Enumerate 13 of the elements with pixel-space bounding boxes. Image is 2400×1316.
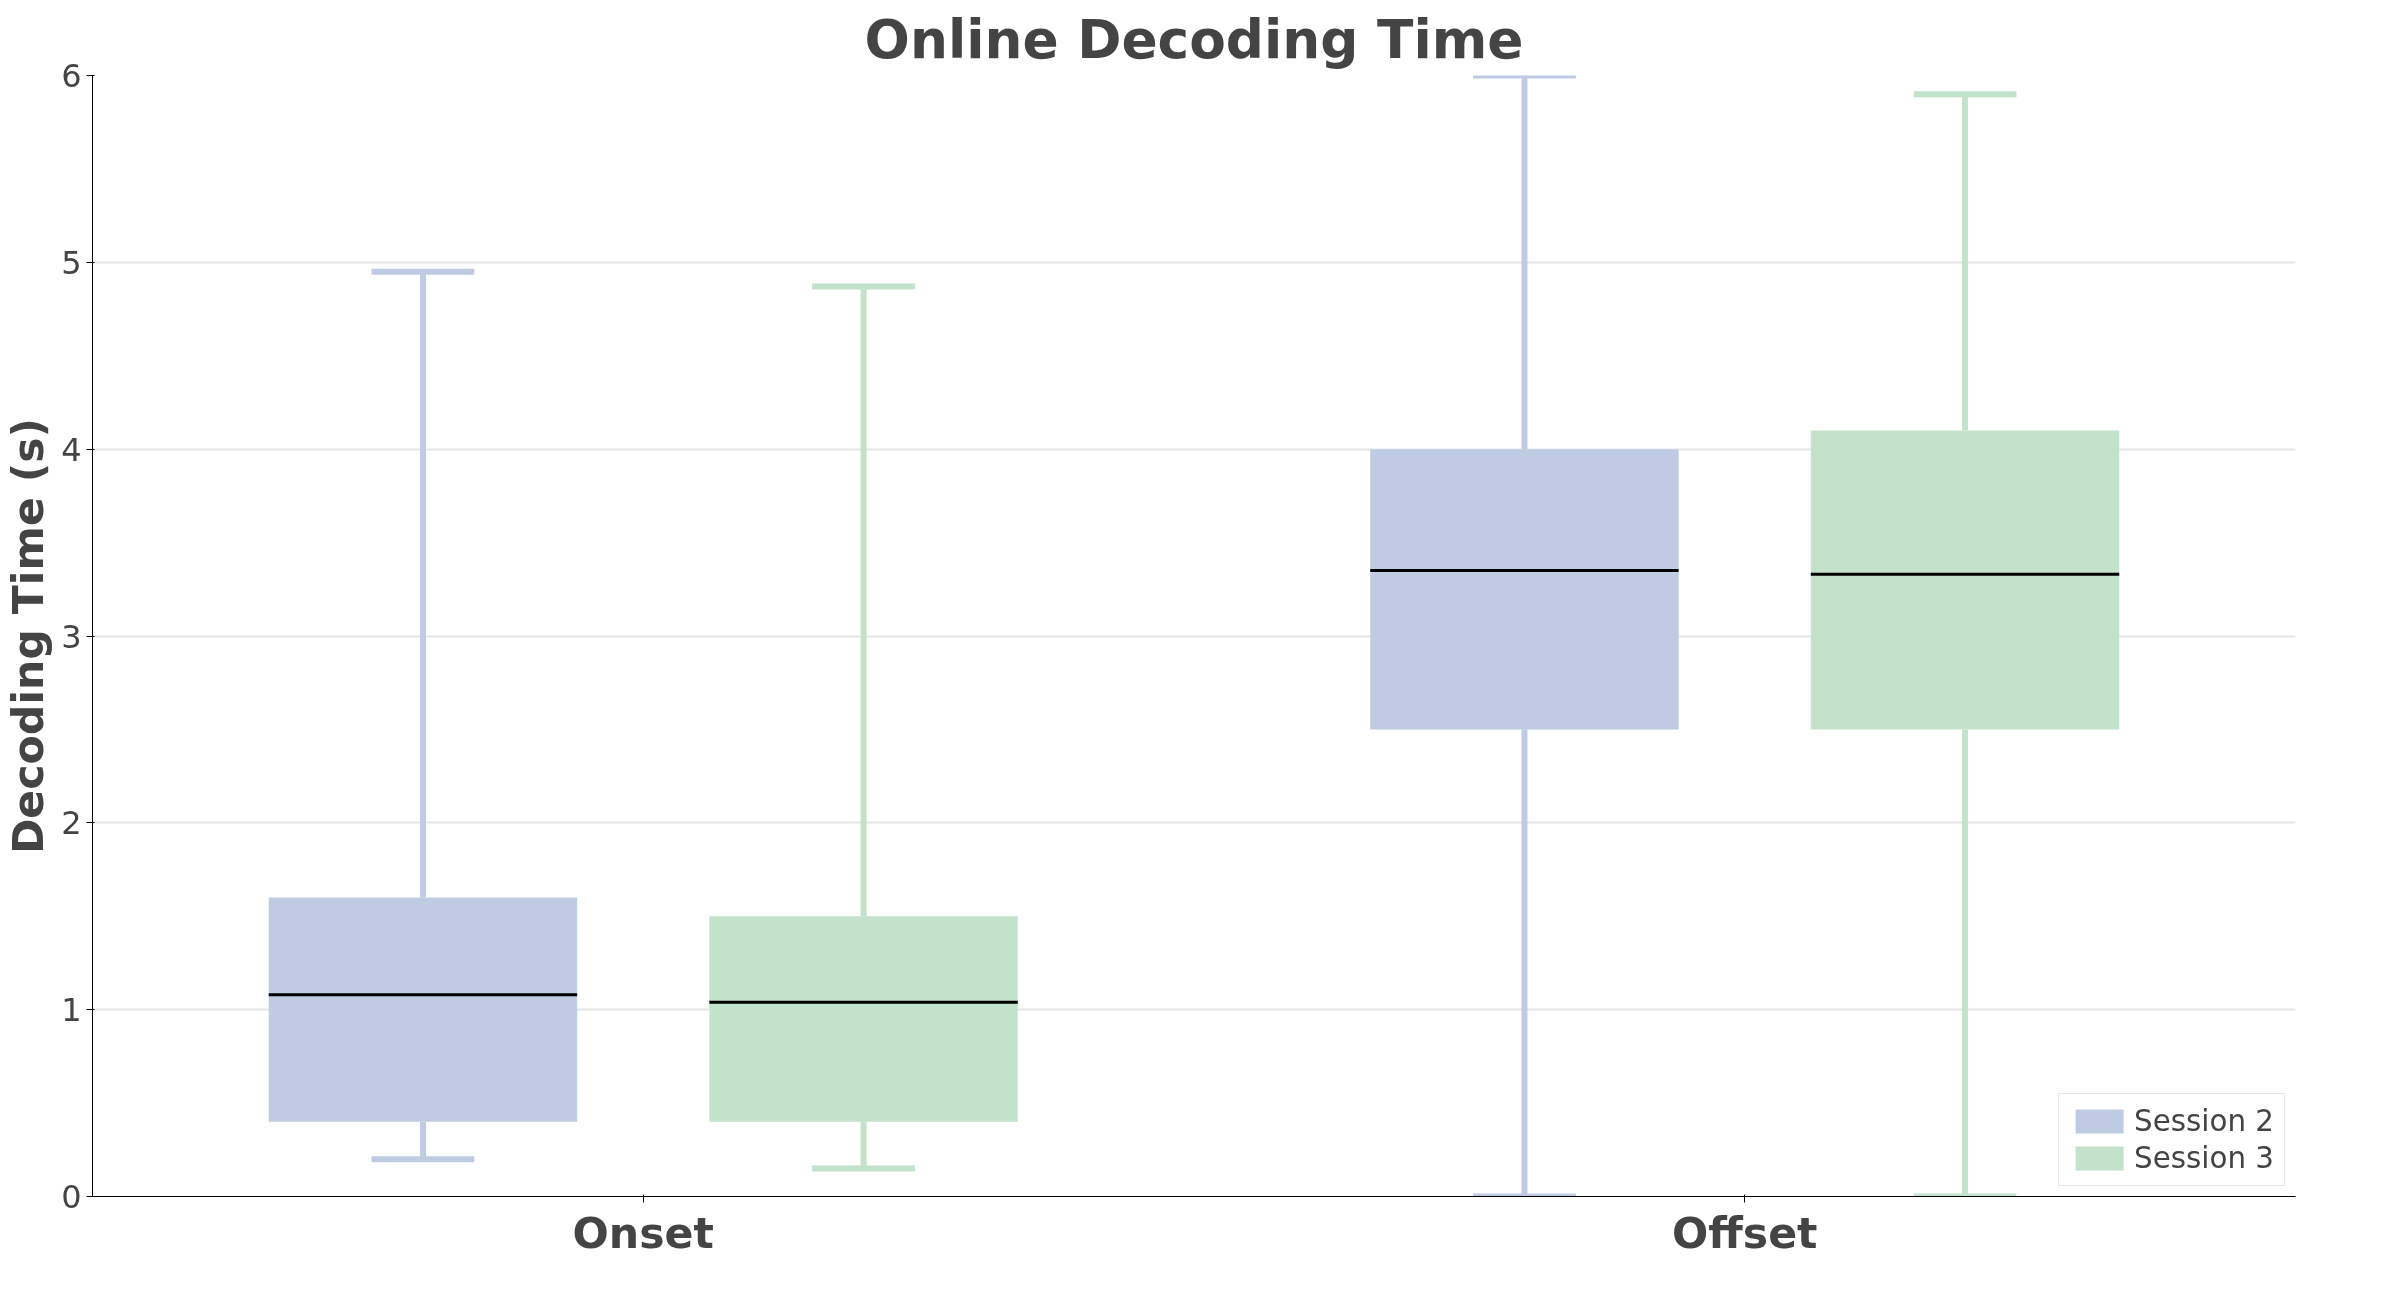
legend-label: Session 2 [2134, 1104, 2274, 1138]
x-tick-label: Offset [1671, 1207, 1818, 1258]
x-tick-label: Onset [572, 1207, 714, 1258]
y-tick-label: 5 [61, 243, 82, 282]
y-tick-label: 0 [61, 1178, 82, 1216]
y-tick-label: 6 [61, 57, 82, 95]
legend-label: Session 3 [2134, 1141, 2274, 1175]
y-tick-label: 2 [61, 804, 82, 843]
y-tick-label: 3 [61, 617, 82, 656]
chart-title: Online Decoding Time [864, 7, 1524, 71]
y-tick-label: 4 [61, 430, 82, 469]
y-axis-title: Decoding Time (s) [3, 417, 54, 855]
y-tick-label: 1 [61, 991, 82, 1030]
